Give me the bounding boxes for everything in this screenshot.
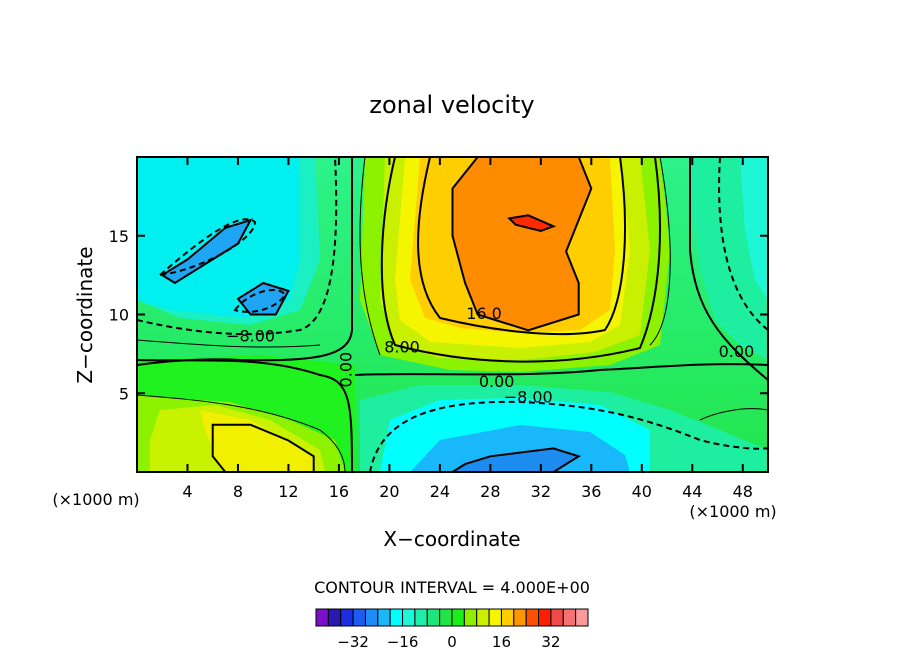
colorbar-swatch	[550, 608, 564, 627]
colorbar-tick-label: 16	[492, 633, 511, 651]
y-axis-ticks: 5 10 15	[109, 227, 768, 403]
contour-label: 0.00	[719, 342, 755, 361]
x-tick-label: 44	[682, 482, 702, 501]
colorbar-swatch	[402, 608, 416, 627]
contour-thin-5	[699, 408, 768, 421]
colorbar-swatch	[575, 608, 589, 627]
x-tick-label: 36	[581, 482, 601, 501]
colorbar-swatch	[562, 608, 577, 627]
x-tick-label: 24	[430, 482, 450, 501]
x-tick-label: 8	[233, 482, 243, 501]
contour-region-3	[236, 281, 290, 316]
y-tick-label: 5	[119, 384, 129, 403]
contour-field	[137, 157, 768, 472]
contour-label: −8.00	[504, 388, 553, 407]
contour-thin-2	[137, 394, 346, 472]
contour-region-4	[450, 447, 582, 472]
colorbar-swatch	[426, 608, 441, 627]
contour-16	[417, 157, 626, 336]
contour-neg8-lower	[369, 400, 768, 472]
contour-label: 0.00	[479, 372, 515, 391]
colorbar-swatch	[389, 608, 404, 627]
x-tick-label: 12	[278, 482, 298, 501]
colorbar-swatch	[315, 608, 329, 627]
colorbar-tick-label: 32	[541, 633, 560, 651]
colorbar-swatch	[513, 608, 527, 627]
band-blue-lower-center	[410, 425, 630, 472]
contour-thin-1	[137, 339, 321, 348]
y-tick-label: 10	[109, 306, 129, 325]
contour-thin-4	[649, 157, 671, 346]
x-tick-label: 4	[182, 482, 192, 501]
contour-neg12-small	[233, 289, 287, 313]
x-tick-label: 20	[379, 482, 399, 501]
x-tick-label: 16	[329, 482, 349, 501]
colorbar-swatch	[476, 608, 490, 627]
x-tick-label: 28	[480, 482, 500, 501]
colorbar-swatch	[364, 608, 379, 627]
chart-title: zonal velocity	[369, 91, 534, 119]
contour-neg12-left	[156, 218, 257, 277]
contour-zero-middle	[354, 363, 768, 376]
colorbar-swatch	[500, 608, 515, 627]
y-axis-label: Z−coordinate	[73, 246, 97, 383]
contour-8	[380, 157, 661, 363]
x-tick-label: 48	[733, 482, 753, 501]
contour-region-2	[160, 218, 253, 285]
contour-interval-note: CONTOUR INTERVAL = 4.000E+00	[314, 578, 590, 597]
colorbar-swatch	[488, 608, 502, 627]
contour-region-0	[451, 157, 593, 332]
contour-zero-right	[689, 157, 768, 381]
contour-label: 8.00	[384, 337, 420, 356]
colorbar-swatch	[414, 608, 428, 627]
colorbar-swatch	[538, 608, 552, 627]
x-unit-left: (×1000 m)	[52, 490, 139, 509]
colorbar-tick-label: −32	[337, 633, 369, 651]
colorbar-tick-labels: −32 −16 0 16 32	[337, 633, 560, 651]
contour-zero-upper	[137, 157, 353, 366]
y-tick-label: 15	[109, 227, 129, 246]
colorbar-swatch	[340, 608, 354, 627]
colorbar-swatch	[525, 608, 540, 627]
contour-region-1	[507, 214, 557, 233]
contour-labels: 16.08.00−8.000.00 0.00−8.000.00	[226, 304, 754, 406]
colorbar	[315, 608, 589, 627]
x-axis-ticks: 4 8 12 16 20 24 28 32 36 40 44 48	[182, 157, 753, 501]
x-tick-label: 40	[632, 482, 652, 501]
band-cyan-right	[740, 157, 768, 300]
contour-region-5	[211, 423, 315, 472]
colorbar-swatch	[327, 608, 342, 627]
x-unit-right: (×1000 m)	[689, 502, 776, 521]
contour-label: 16.0	[466, 304, 502, 323]
cyan-region-left-halo	[137, 157, 320, 325]
contour-neg8-upper	[137, 157, 338, 336]
colorbar-swatch	[439, 608, 453, 627]
colorbar-swatch	[377, 608, 391, 627]
contour-label: −8.00	[226, 326, 275, 345]
contour-thin-3	[359, 157, 381, 356]
contour-label: 0.00	[337, 352, 356, 388]
colorbar-tick-label: −16	[387, 633, 419, 651]
x-tick-label: 32	[531, 482, 551, 501]
x-axis-label: X−coordinate	[383, 527, 520, 551]
colorbar-swatch	[463, 608, 478, 627]
colorbar-tick-label: 0	[447, 633, 457, 651]
colorbar-swatch	[451, 608, 465, 627]
colorbar-swatch	[352, 608, 366, 627]
